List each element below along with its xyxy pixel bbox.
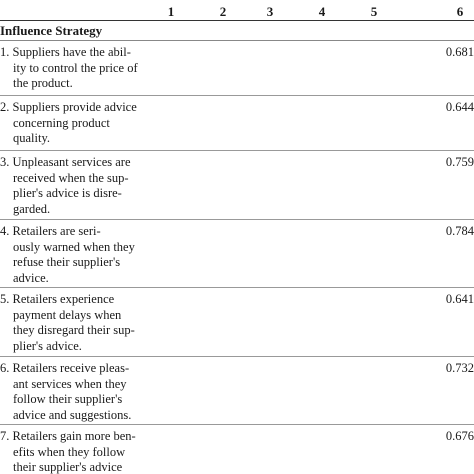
section-divider: [0, 40, 474, 41]
item-statement: 7. Retailers gain more ben- efits when t…: [0, 429, 136, 474]
item-line: quality.: [13, 131, 51, 145]
item-value: 0.681: [445, 45, 474, 59]
item-line: advice and suggestions.: [13, 407, 132, 422]
item-line: 4. Retailers are seri-: [0, 224, 101, 238]
item-line: follow their supplier's: [13, 392, 123, 406]
item-line: they disregard their sup-: [13, 323, 135, 337]
column-header-5: 5: [370, 4, 378, 19]
item-line: garded.: [13, 201, 51, 216]
table-row: 7. Retailers gain more ben- efits when t…: [0, 425, 474, 474]
column-header-2: 2: [219, 4, 227, 19]
column-header-6: 6: [456, 4, 464, 19]
table-row: 4. Retailers are seri- ously warned when…: [0, 220, 474, 288]
item-line: efits when they follow: [13, 444, 126, 459]
item-line: 2. Suppliers provide advice: [0, 100, 137, 114]
item-line: ously warned when they: [13, 239, 135, 254]
item-line: payment delays when: [13, 307, 122, 322]
column-header-4: 4: [318, 4, 326, 19]
item-value: 0.676: [445, 429, 474, 443]
table-row: 5. Retailers experience payment delays w…: [0, 288, 474, 357]
item-line: plier's advice is disre-: [13, 186, 122, 200]
item-line: advice.: [13, 270, 49, 285]
item-line: their supplier's advice: [13, 460, 123, 474]
table-row: 2. Suppliers provide advice concerning p…: [0, 96, 474, 151]
item-statement: 2. Suppliers provide advice concerning p…: [0, 100, 137, 147]
item-line: plier's advice.: [13, 338, 82, 353]
item-line: the product.: [13, 76, 73, 90]
item-line: 5. Retailers experience: [0, 292, 115, 306]
table-row: 1. Suppliers have the abil- ity to contr…: [0, 41, 474, 96]
item-line: 1. Suppliers have the abil-: [0, 45, 131, 59]
item-line: ity to control the price of: [13, 60, 138, 75]
item-line: refuse their supplier's: [13, 255, 121, 269]
item-line: 6. Retailers receive pleas-: [0, 361, 130, 375]
item-value: 0.732: [445, 361, 474, 375]
item-line: 7. Retailers gain more ben-: [0, 429, 136, 443]
item-line: concerning product: [13, 115, 110, 130]
item-value: 0.644: [445, 100, 474, 114]
column-header-3: 3: [266, 4, 274, 19]
item-statement: 4. Retailers are seri- ously warned when…: [0, 224, 135, 286]
item-statement: 1. Suppliers have the abil- ity to contr…: [0, 45, 138, 92]
item-value: 0.784: [445, 224, 474, 238]
item-value: 0.641: [445, 292, 474, 306]
item-statement: 3. Unpleasant services are received when…: [0, 155, 131, 217]
item-line: received when the sup-: [13, 170, 129, 185]
item-value: 0.759: [445, 155, 474, 169]
column-header-1: 1: [167, 4, 175, 19]
item-statement: 5. Retailers experience payment delays w…: [0, 292, 135, 354]
table-row: 3. Unpleasant services are received when…: [0, 151, 474, 220]
item-line: ant services when they: [13, 376, 127, 391]
table-header: 1 2 3 4 5 6: [0, 0, 474, 21]
item-line: 3. Unpleasant services are: [0, 155, 131, 169]
table-row: 6. Retailers receive pleas- ant services…: [0, 357, 474, 425]
item-statement: 6. Retailers receive pleas- ant services…: [0, 361, 131, 423]
section-title: Influence Strategy: [0, 23, 103, 38]
